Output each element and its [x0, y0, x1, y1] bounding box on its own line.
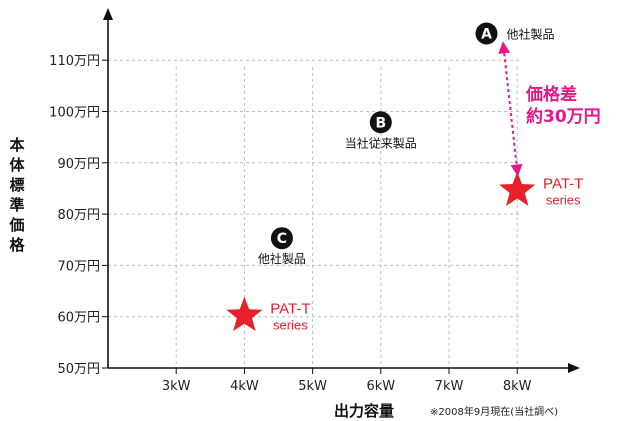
- star-label: PAT-T: [270, 301, 310, 318]
- x-axis-arrow: [568, 363, 580, 373]
- point-label: 当社従来製品: [345, 135, 417, 150]
- point-letter: A: [481, 27, 492, 43]
- circle-point: C 他社製品: [258, 227, 306, 266]
- point-label: 他社製品: [258, 251, 306, 266]
- source-note: ※2008年9月現在(当社調べ): [430, 405, 558, 418]
- x-tick-label: 4kW: [230, 379, 259, 394]
- y-tick-label: 100万円: [49, 106, 100, 121]
- x-tick-label: 6kW: [366, 379, 395, 394]
- x-tick-label: 3kW: [162, 379, 191, 394]
- y-axis-title: 本体標準価格: [8, 136, 25, 254]
- x-tick-label: 7kW: [435, 379, 464, 394]
- price-gap-arrow: [498, 41, 523, 177]
- axes: [102, 8, 580, 374]
- point-marker: [475, 22, 498, 45]
- x-axis-title: 出力容量: [334, 402, 394, 420]
- x-tick-label: 8kW: [503, 379, 532, 394]
- star-sublabel: series: [546, 193, 581, 208]
- point-label: 他社製品: [507, 27, 555, 42]
- point-letter: C: [277, 231, 287, 247]
- y-tick-label: 70万円: [57, 259, 100, 274]
- price-gap-label: 約30万円: [526, 106, 601, 127]
- y-tick-label: 110万円: [49, 54, 100, 69]
- price-gap-label: 価格差: [525, 84, 577, 105]
- circle-point: A 他社製品: [475, 22, 555, 45]
- circle-point: B 当社従来製品: [345, 111, 417, 150]
- star-label: PAT-T: [543, 176, 583, 193]
- point-marker: [369, 111, 392, 134]
- point-letter: B: [375, 115, 386, 131]
- y-tick-label: 50万円: [57, 362, 100, 377]
- point-marker: [270, 227, 293, 250]
- star-icon: [226, 296, 263, 331]
- star-sublabel: series: [273, 318, 308, 333]
- grid: [108, 59, 520, 368]
- y-tick-label: 90万円: [57, 157, 100, 172]
- y-tick-label: 60万円: [57, 311, 100, 326]
- x-tick-label: 5kW: [298, 379, 327, 394]
- tick-labels: 50万円 60万円 70万円 80万円 90万円 100万円 110万円 3kW 4kW 5kW 6…: [49, 54, 531, 394]
- star-icon: [499, 171, 536, 206]
- y-tick-label: 80万円: [57, 208, 100, 223]
- y-axis-arrow: [103, 8, 113, 20]
